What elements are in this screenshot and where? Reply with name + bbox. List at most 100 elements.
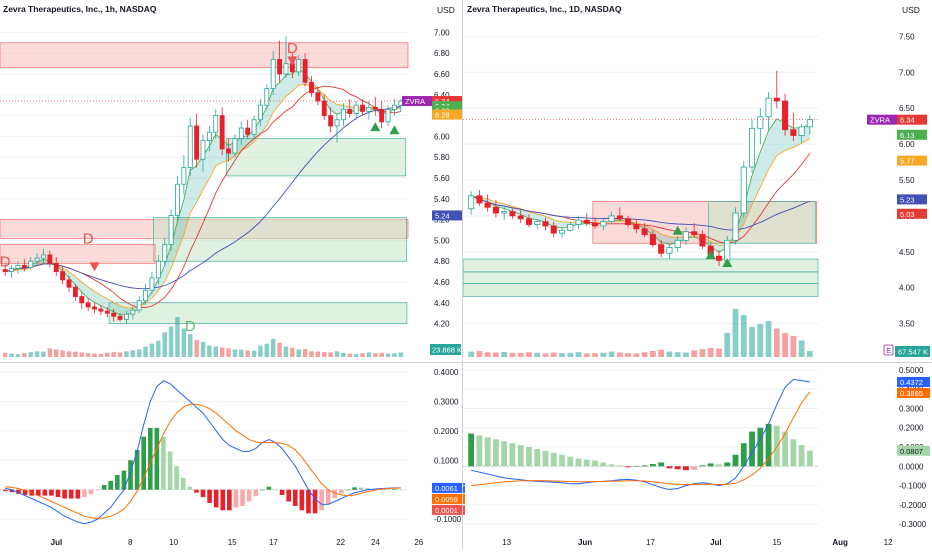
- left-candle-body-35: [226, 148, 231, 154]
- left-price-badge-bg-0: [432, 96, 462, 107]
- left-macd-hist-25: [167, 451, 173, 490]
- left-volume-bar-3: [22, 353, 27, 357]
- right-marker-up-1: [705, 250, 716, 260]
- left-macd-hist-14: [95, 489, 100, 491]
- right-candle-body-11: [558, 229, 566, 234]
- left-macd-badge-2: 0.0001: [435, 506, 458, 515]
- left-candle-31: [200, 134, 206, 172]
- left-candle-body-24: [155, 260, 161, 279]
- right-candle-body-37: [773, 97, 780, 102]
- left-macd-hist-38: [253, 489, 259, 497]
- left-volume-bar-17: [111, 352, 116, 357]
- left-candle-body-25: [162, 244, 168, 262]
- right-price-badge-1: 6.13: [900, 131, 915, 140]
- left-volume-bar-43: [277, 342, 282, 357]
- left-price-tick-10: 5.00: [434, 236, 450, 245]
- right-signal-markers: [672, 225, 733, 268]
- right-macd-tick-2: 0.3000: [899, 404, 924, 413]
- right-candle-body-30: [715, 255, 723, 261]
- left-candle-36: [232, 134, 238, 158]
- left-candle-34: [219, 107, 225, 156]
- left-volume-bar-9: [60, 350, 65, 357]
- left-macd-hist-22: [147, 427, 153, 490]
- left-macd-hist-42: [279, 489, 285, 496]
- left-candle-body-58: [372, 106, 378, 110]
- right-candle-body-13: [575, 219, 582, 225]
- left-candle-47: [302, 53, 308, 87]
- right-price-badge-4: 5.03: [900, 210, 915, 219]
- right-volume-bar-31: [724, 333, 731, 357]
- left-candle-56: [360, 98, 365, 116]
- left-candle-39: [251, 115, 257, 139]
- left-time-axis[interactable]: Jul 8 10 15 17 22 24 26: [51, 538, 424, 547]
- svg-text:E: E: [886, 346, 891, 355]
- right-volume-bar-25: [674, 352, 681, 357]
- right-macd-badge-1: 0.3865: [900, 389, 923, 398]
- right-volume-bar-11: [559, 353, 565, 357]
- right-macd-hist-15: [592, 460, 598, 467]
- right-candle-28: [699, 230, 706, 249]
- left-macd-hist-32: [213, 489, 219, 508]
- left-candle-26: [168, 209, 174, 251]
- left-macd-axis[interactable]: 0.4000 0.3000 0.2000 0.1000 -0.1000: [434, 368, 462, 524]
- right-volume-bar-24: [666, 351, 673, 357]
- left-volume-bar-52: [334, 351, 340, 357]
- right-volume-bar-1: [476, 351, 483, 357]
- left-volume-bar-4: [28, 352, 33, 357]
- left-volume-bar-40: [258, 345, 263, 357]
- left-volume-bar-29: [188, 334, 193, 357]
- left-volume-bar-8: [54, 349, 59, 357]
- left-macd-hist-0: [2, 489, 8, 492]
- right-candle-3: [492, 200, 499, 218]
- right-volume-bar-37: [773, 328, 780, 357]
- left-volume-bar-16: [105, 352, 110, 357]
- right-price-axis[interactable]: 7.507.006.506.005.505.004.504.003.50: [899, 32, 915, 328]
- left-volume-bars: [2, 317, 404, 357]
- left-volume-bar-39: [251, 350, 257, 357]
- left-chart-panel[interactable]: D D D D Zevra Therapeutics, Inc., 1h, NASDA…: [0, 0, 465, 547]
- right-volume-bar-3: [493, 352, 499, 357]
- left-volume-bar-61: [392, 353, 397, 357]
- left-volume-bar-47: [302, 349, 308, 357]
- left-volume-bar-36: [232, 349, 238, 357]
- left-candle-19: [123, 311, 129, 324]
- left-candle-body-17: [111, 312, 117, 317]
- right-symbol-badge-bg: [867, 114, 897, 125]
- right-macd-hist-33: [740, 443, 747, 467]
- left-candle-body-42: [270, 59, 276, 89]
- left-candle-body-5: [34, 257, 40, 262]
- left-candle-54: [347, 98, 353, 118]
- right-candle-body-36: [765, 97, 772, 118]
- left-macd-badges: 0.0061 0.0059 0.0001: [432, 482, 465, 515]
- right-time-tick-3: Jul: [710, 538, 722, 547]
- left-candle-18: [117, 313, 123, 322]
- right-volume-bar-33: [740, 315, 747, 357]
- left-currency-label: USD: [437, 5, 455, 15]
- right-time-axis[interactable]: 13 Jun 17 Jul 15 Aug 12: [502, 538, 893, 547]
- left-macd-hist-51: [339, 489, 344, 494]
- right-macd-hist-19: [625, 466, 631, 468]
- left-candle-7: [47, 250, 53, 268]
- right-volume-bar-28: [699, 349, 706, 357]
- left-zone-4: [0, 244, 156, 264]
- right-zone-4: [462, 283, 819, 297]
- right-candle-body-41: [806, 119, 813, 128]
- right-price-tick-8: 3.50: [899, 320, 915, 329]
- left-macd-hist-46: [306, 489, 311, 514]
- right-chart-panel[interactable]: Zevra Therapeutics, Inc., 1D, NASDAQ USD…: [462, 4, 932, 547]
- right-macd-hist-1: [476, 435, 483, 467]
- right-price-badge-bg-0: [897, 114, 927, 125]
- right-macd-hist-31: [724, 462, 731, 467]
- left-price-tick-1: 6.80: [434, 49, 450, 58]
- left-price-axis[interactable]: 7.006.806.606.406.206.005.805.605.405.20…: [434, 28, 450, 328]
- right-e-icon[interactable]: E: [883, 344, 894, 356]
- right-macd-hist-17: [608, 464, 615, 467]
- left-candle-body-57: [366, 106, 372, 112]
- right-candle-13: [575, 215, 582, 229]
- left-candle-body-55: [353, 104, 359, 114]
- right-symbol-badge: ZVRA: [870, 116, 890, 125]
- right-candle-body-38: [782, 100, 789, 131]
- left-candle-body-47: [302, 59, 308, 83]
- right-zone-2: [462, 258, 819, 273]
- right-price-tick-6: 4.50: [899, 248, 915, 257]
